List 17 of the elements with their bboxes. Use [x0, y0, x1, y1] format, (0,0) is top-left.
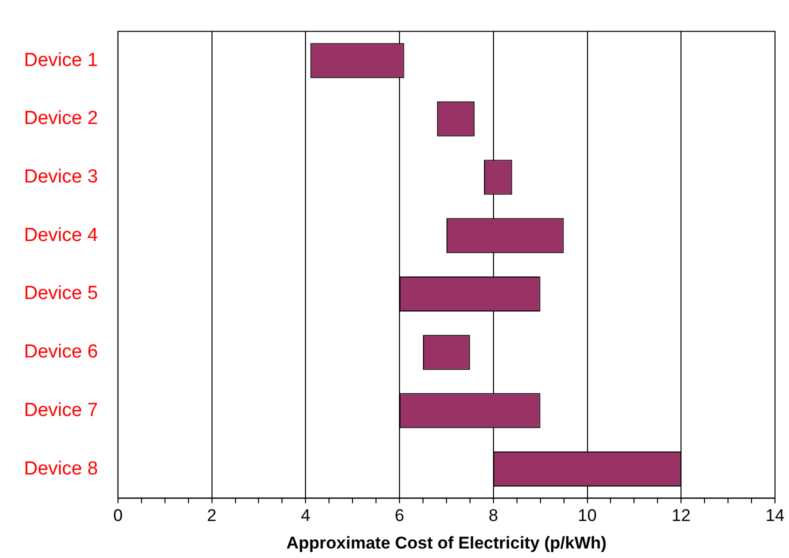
y-tick-label: Device 4	[24, 224, 98, 246]
x-axis-title: Approximate Cost of Electricity (p/kWh)	[286, 533, 607, 552]
y-tick-label: Device 7	[24, 400, 98, 421]
x-tick-label: 0	[113, 506, 123, 526]
x-tick-label: 10	[578, 506, 597, 526]
x-tick-label: 12	[672, 506, 691, 526]
y-tick-label: Device 8	[24, 458, 98, 480]
y-tick-label: Device 5	[24, 283, 98, 304]
x-tick-label: 6	[394, 506, 404, 526]
y-tick-label: Device 6	[24, 342, 98, 363]
x-tick-label: 14	[766, 506, 784, 526]
x-tick-label: 4	[300, 506, 310, 526]
x-tick-label: 2	[207, 506, 217, 526]
y-tick-label: Device 2	[24, 108, 98, 130]
x-tick-label: 8	[488, 506, 498, 526]
y-tick-label: Device 1	[24, 50, 98, 71]
y-tick-label: Device 3	[24, 166, 98, 188]
